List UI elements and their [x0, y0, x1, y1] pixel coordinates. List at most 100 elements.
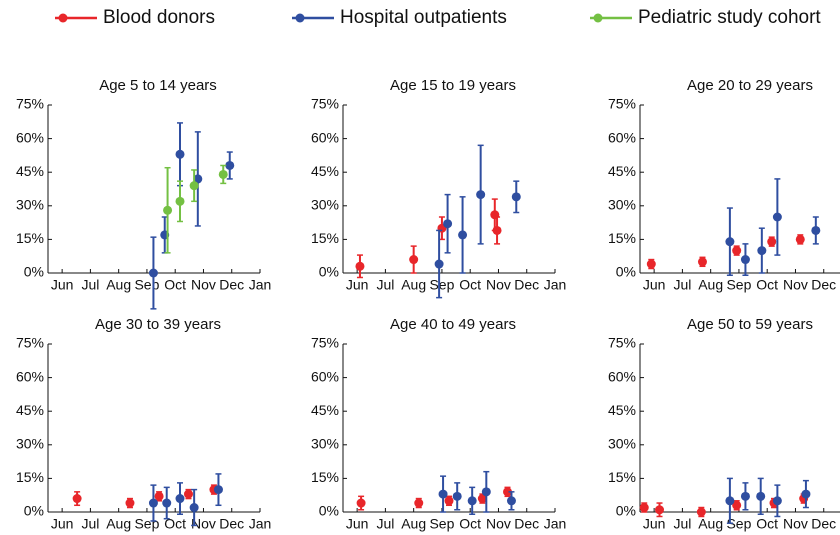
legend: Blood donors Hospital outpatients Pediatri… [55, 7, 821, 28]
point [696, 507, 706, 517]
y-tick-label: 45% [311, 163, 339, 179]
point [189, 181, 199, 191]
point [492, 225, 502, 235]
point [183, 489, 193, 499]
x-tick-label: Jan [249, 277, 272, 293]
y-tick-label: 30% [608, 197, 636, 213]
x-tick-label: Jan [544, 516, 567, 532]
y-tick-label: 15% [608, 469, 636, 485]
x-tick-label: Jul [673, 277, 691, 293]
x-tick-label: Jul [81, 516, 99, 532]
y-tick-label: 15% [608, 230, 636, 246]
panel-title: Age 20 to 29 years [687, 77, 813, 94]
y-tick-label: 45% [608, 163, 636, 179]
y-tick-label: 75% [311, 335, 339, 351]
point [72, 494, 82, 504]
point [355, 261, 365, 271]
panel-title: Age 50 to 59 years [687, 316, 813, 333]
point [756, 491, 766, 501]
point [356, 498, 366, 508]
point [434, 259, 444, 269]
y-tick-label: 0% [319, 264, 339, 280]
x-tick-label: Oct [459, 516, 481, 532]
y-tick-label: 75% [16, 335, 44, 351]
y-tick-label: 15% [16, 230, 44, 246]
y-tick-label: 45% [16, 163, 44, 179]
point [444, 496, 454, 506]
x-tick-label: Dec [219, 277, 244, 293]
x-tick-label: Sep [726, 516, 751, 532]
y-tick-label: 15% [16, 469, 44, 485]
x-tick-label: Jan [249, 516, 272, 532]
y-tick-label: 60% [608, 368, 636, 384]
x-tick-label: Jun [346, 516, 369, 532]
point [503, 487, 513, 497]
x-tick-label: Aug [401, 277, 426, 293]
x-tick-label: Jul [376, 277, 394, 293]
x-tick-label: Dec [219, 516, 244, 532]
point [506, 496, 516, 506]
point [697, 257, 707, 267]
y-tick-label: 45% [608, 402, 636, 418]
y-tick-label: 30% [311, 436, 339, 452]
point [414, 498, 424, 508]
x-tick-label: Dec [514, 277, 539, 293]
point [511, 192, 521, 202]
y-tick-label: 0% [24, 503, 44, 519]
point [767, 237, 777, 247]
legend-marker [593, 13, 603, 23]
panel: Age 40 to 49 years 0% 15% 30% 45% 60% 75% Jun Ju… [311, 316, 566, 532]
x-tick-label: Aug [401, 516, 426, 532]
y-tick-label: 30% [16, 197, 44, 213]
x-tick-label: Oct [756, 277, 778, 293]
y-tick-label: 75% [311, 96, 339, 112]
x-tick-label: Jan [544, 277, 567, 293]
point [811, 225, 821, 235]
y-tick-label: 30% [16, 436, 44, 452]
point [162, 498, 172, 508]
x-tick-label: Aug [106, 277, 131, 293]
point [639, 503, 649, 513]
panel-title: Age 5 to 14 years [99, 77, 217, 94]
x-tick-label: Jul [81, 277, 99, 293]
point [725, 237, 735, 247]
x-tick-label: Nov [486, 516, 511, 532]
x-tick-label: Jun [643, 277, 666, 293]
point [213, 485, 223, 495]
legend-label: Blood donors [103, 7, 215, 28]
point [740, 491, 750, 501]
point [655, 505, 665, 515]
point [175, 196, 185, 206]
y-tick-label: 60% [311, 129, 339, 145]
point [772, 496, 782, 506]
y-tick-label: 60% [311, 368, 339, 384]
x-tick-label: Nov [783, 277, 808, 293]
x-tick-label: Dec [514, 516, 539, 532]
legend-marker [295, 13, 305, 23]
point [409, 255, 419, 265]
point [438, 489, 448, 499]
y-tick-label: 15% [311, 469, 339, 485]
x-tick-label: Oct [756, 516, 778, 532]
panel: Age 20 to 29 years 0% 15% 30% 45% 60% 75% Jun Ju… [608, 77, 840, 293]
y-tick-label: 0% [319, 503, 339, 519]
point [443, 219, 453, 229]
x-tick-label: Jun [51, 277, 74, 293]
y-tick-label: 75% [608, 335, 636, 351]
x-tick-label: Oct [164, 516, 186, 532]
y-tick-label: 60% [608, 129, 636, 145]
point [148, 498, 158, 508]
x-tick-label: Jul [376, 516, 394, 532]
x-tick-label: Oct [164, 277, 186, 293]
panel: Age 5 to 14 years 0% 15% 30% 45% 60% 75% Jun Jul… [16, 77, 272, 310]
panel-title: Age 30 to 39 years [95, 316, 221, 333]
x-tick-label: Dec [811, 516, 836, 532]
x-tick-label: Sep [429, 277, 454, 293]
x-tick-label: Nov [191, 277, 216, 293]
x-tick-label: Aug [698, 277, 723, 293]
point [467, 496, 477, 506]
point [740, 255, 750, 265]
y-tick-label: 45% [16, 402, 44, 418]
y-tick-label: 15% [311, 230, 339, 246]
